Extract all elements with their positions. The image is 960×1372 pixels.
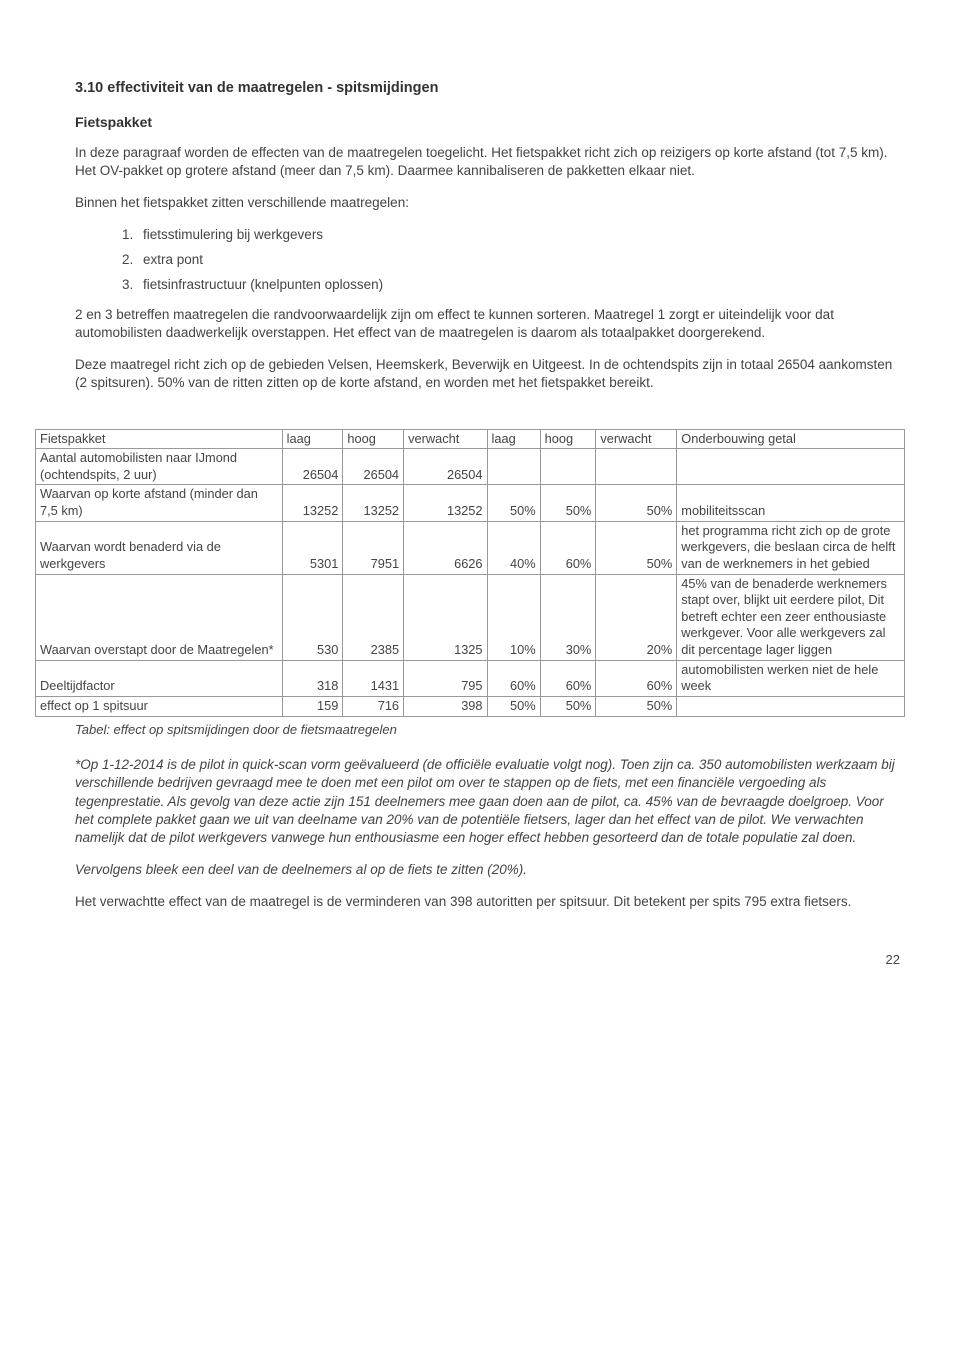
td: 13252 (343, 485, 404, 521)
td: 13252 (404, 485, 487, 521)
list-item: fietsstimulering bij werkgevers (137, 227, 900, 242)
body-paragraph: Deze maatregel richt zich op de gebieden… (75, 356, 900, 392)
td: 40% (487, 521, 540, 574)
td: Waarvan op korte afstand (minder dan 7,5… (36, 485, 283, 521)
td: 26504 (282, 449, 343, 485)
td: 1325 (404, 574, 487, 660)
td: 1431 (343, 660, 404, 696)
td: Waarvan overstapt door de Maatregelen* (36, 574, 283, 660)
td: 50% (596, 696, 677, 716)
list-item: fietsinfrastructuur (knelpunten oplossen… (137, 277, 900, 292)
list-item: extra pont (137, 252, 900, 267)
th: laag (282, 429, 343, 449)
td: 7951 (343, 521, 404, 574)
th: hoog (343, 429, 404, 449)
table-container: Fietspakket laag hoog verwacht laag hoog… (75, 429, 900, 717)
td: 795 (404, 660, 487, 696)
intro-paragraph-2: Binnen het fietspakket zitten verschille… (75, 194, 900, 212)
table-row: Aantal automobilisten naar IJmond (ochte… (36, 449, 905, 485)
table-row: Waarvan op korte afstand (minder dan 7,5… (36, 485, 905, 521)
td: 60% (596, 660, 677, 696)
td (677, 696, 905, 716)
th: Fietspakket (36, 429, 283, 449)
td: het programma richt zich op de grote wer… (677, 521, 905, 574)
td: 6626 (404, 521, 487, 574)
td: 50% (487, 696, 540, 716)
conclusion-paragraph: Het verwachtte effect van de maatregel i… (75, 893, 900, 911)
td: mobiliteitsscan (677, 485, 905, 521)
page-number: 22 (75, 952, 900, 967)
footnote-paragraph: *Op 1-12-2014 is de pilot in quick-scan … (75, 756, 900, 847)
td: 60% (540, 660, 596, 696)
body-paragraph: 2 en 3 betreffen maatregelen die randvoo… (75, 306, 900, 342)
td: effect op 1 spitsuur (36, 696, 283, 716)
td: automobilisten werken niet de hele week (677, 660, 905, 696)
td: 26504 (343, 449, 404, 485)
table-row: Waarvan wordt benaderd via de werkgevers… (36, 521, 905, 574)
td: 716 (343, 696, 404, 716)
td (677, 449, 905, 485)
td: Waarvan wordt benaderd via de werkgevers (36, 521, 283, 574)
th: laag (487, 429, 540, 449)
td: 50% (540, 696, 596, 716)
td: 159 (282, 696, 343, 716)
td: 20% (596, 574, 677, 660)
fietspakket-table: Fietspakket laag hoog verwacht laag hoog… (35, 429, 905, 717)
table-row: Waarvan overstapt door de Maatregelen* 5… (36, 574, 905, 660)
td: 50% (487, 485, 540, 521)
td: 398 (404, 696, 487, 716)
table-header-row: Fietspakket laag hoog verwacht laag hoog… (36, 429, 905, 449)
table-row: effect op 1 spitsuur 159 716 398 50% 50%… (36, 696, 905, 716)
td: 5301 (282, 521, 343, 574)
td: 60% (540, 521, 596, 574)
table-row: Deeltijdfactor 318 1431 795 60% 60% 60% … (36, 660, 905, 696)
td: 50% (540, 485, 596, 521)
th: hoog (540, 429, 596, 449)
footnote-paragraph: Vervolgens bleek een deel van de deelnem… (75, 861, 900, 879)
td: 530 (282, 574, 343, 660)
td: 60% (487, 660, 540, 696)
th: Onderbouwing getal (677, 429, 905, 449)
td (596, 449, 677, 485)
section-subtitle: Fietspakket (75, 114, 900, 130)
td: 50% (596, 521, 677, 574)
td: 2385 (343, 574, 404, 660)
td: 10% (487, 574, 540, 660)
th: verwacht (404, 429, 487, 449)
measures-list: fietsstimulering bij werkgevers extra po… (75, 227, 900, 292)
section-heading: 3.10 effectiviteit van de maatregelen - … (75, 80, 900, 96)
td: 30% (540, 574, 596, 660)
table-caption: Tabel: effect op spitsmijdingen door de … (75, 721, 900, 739)
td: Deeltijdfactor (36, 660, 283, 696)
td: 50% (596, 485, 677, 521)
document-page: 3.10 effectiviteit van de maatregelen - … (0, 0, 960, 1007)
intro-paragraph-1: In deze paragraaf worden de effecten van… (75, 144, 900, 180)
td: 318 (282, 660, 343, 696)
td: 45% van de benaderde werknemers stapt ov… (677, 574, 905, 660)
th: verwacht (596, 429, 677, 449)
td: 13252 (282, 485, 343, 521)
td (540, 449, 596, 485)
td (487, 449, 540, 485)
td: 26504 (404, 449, 487, 485)
td: Aantal automobilisten naar IJmond (ochte… (36, 449, 283, 485)
